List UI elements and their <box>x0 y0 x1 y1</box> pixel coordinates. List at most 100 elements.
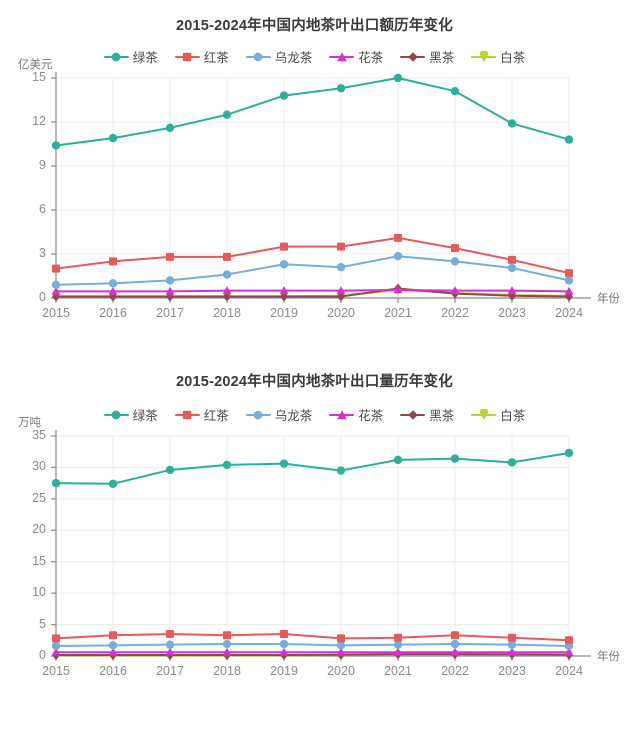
data-point[interactable] <box>165 640 175 649</box>
data-point[interactable] <box>165 286 175 295</box>
data-point[interactable] <box>279 647 289 656</box>
data-point[interactable] <box>337 291 345 302</box>
data-point[interactable] <box>280 242 288 251</box>
data-point[interactable] <box>280 630 288 638</box>
data-point[interactable] <box>564 286 574 295</box>
legend-item-乌龙茶[interactable]: 乌龙茶 <box>245 47 312 66</box>
data-point[interactable] <box>222 270 232 279</box>
data-point[interactable] <box>508 255 516 264</box>
data-point[interactable] <box>336 84 346 93</box>
data-point[interactable] <box>564 647 574 656</box>
data-point[interactable] <box>565 291 573 302</box>
data-point[interactable] <box>165 276 175 285</box>
legend-item-花茶[interactable]: 花茶 <box>329 405 383 424</box>
data-point[interactable] <box>109 631 117 640</box>
legend-item-花茶[interactable]: 花茶 <box>329 47 383 66</box>
data-point[interactable] <box>51 647 61 656</box>
data-point[interactable] <box>51 478 61 488</box>
legend-item-白茶[interactable]: 白茶 <box>471 47 525 66</box>
data-point[interactable] <box>393 285 403 294</box>
data-point[interactable] <box>165 647 175 656</box>
data-point[interactable] <box>109 291 117 302</box>
data-point[interactable] <box>279 639 289 649</box>
legend-item-白茶[interactable]: 白茶 <box>471 405 525 424</box>
data-point[interactable] <box>393 647 403 656</box>
legend-item-绿茶[interactable]: 绿茶 <box>103 47 158 66</box>
data-point[interactable] <box>394 233 402 242</box>
data-point[interactable] <box>108 647 118 656</box>
legend-item-绿茶[interactable]: 绿茶 <box>103 405 158 424</box>
data-point[interactable] <box>108 479 118 488</box>
data-point[interactable] <box>564 135 574 144</box>
data-point[interactable] <box>508 633 516 642</box>
data-point[interactable] <box>222 639 232 649</box>
data-point[interactable] <box>450 639 460 649</box>
data-point[interactable] <box>450 647 460 656</box>
data-point[interactable] <box>393 640 403 649</box>
data-point[interactable] <box>52 634 60 643</box>
data-point[interactable] <box>223 291 231 302</box>
data-point[interactable] <box>393 252 403 261</box>
data-point[interactable] <box>450 454 460 463</box>
data-point[interactable] <box>51 641 61 651</box>
data-point[interactable] <box>222 286 232 295</box>
data-point[interactable] <box>280 291 288 302</box>
legend-item-红茶[interactable]: 红茶 <box>174 405 229 424</box>
data-point[interactable] <box>507 647 517 656</box>
data-point[interactable] <box>279 459 289 468</box>
data-point[interactable] <box>223 631 231 640</box>
data-point[interactable] <box>52 264 60 273</box>
data-point[interactable] <box>51 286 61 295</box>
data-point[interactable] <box>336 263 346 272</box>
data-point[interactable] <box>507 286 517 295</box>
data-point[interactable] <box>393 455 403 465</box>
data-point[interactable] <box>337 242 345 251</box>
data-point[interactable] <box>450 286 460 295</box>
data-point[interactable] <box>222 460 232 470</box>
data-point[interactable] <box>564 276 574 285</box>
data-point[interactable] <box>166 252 174 261</box>
data-point[interactable] <box>279 91 289 100</box>
data-point[interactable] <box>450 257 460 266</box>
data-point[interactable] <box>109 257 117 266</box>
data-point[interactable] <box>166 291 174 302</box>
data-point[interactable] <box>51 280 61 289</box>
legend-item-红茶[interactable]: 红茶 <box>174 47 229 66</box>
data-point[interactable] <box>108 286 118 295</box>
data-point[interactable] <box>52 291 60 302</box>
data-point[interactable] <box>336 647 346 656</box>
data-point[interactable] <box>166 630 174 638</box>
data-point[interactable] <box>108 641 118 650</box>
data-point[interactable] <box>507 640 517 649</box>
data-point[interactable] <box>393 73 403 83</box>
data-point[interactable] <box>564 448 574 458</box>
data-point[interactable] <box>337 634 345 643</box>
data-point[interactable] <box>108 133 118 143</box>
data-point[interactable] <box>279 286 289 295</box>
data-point[interactable] <box>165 123 175 133</box>
chart-legend[interactable]: 绿茶 红茶 乌龙茶 花茶 黑茶 白茶 <box>0 405 629 424</box>
data-point[interactable] <box>451 244 459 253</box>
data-point[interactable] <box>108 279 118 288</box>
data-point[interactable] <box>222 110 232 119</box>
data-point[interactable] <box>279 260 289 269</box>
legend-item-黑茶[interactable]: 黑茶 <box>400 47 454 66</box>
data-point[interactable] <box>507 119 517 128</box>
data-point[interactable] <box>51 141 61 150</box>
legend-item-黑茶[interactable]: 黑茶 <box>400 405 454 424</box>
data-point[interactable] <box>336 286 346 295</box>
data-point[interactable] <box>507 263 517 273</box>
legend-item-乌龙茶[interactable]: 乌龙茶 <box>245 405 312 424</box>
data-point[interactable] <box>450 87 460 96</box>
data-point[interactable] <box>222 647 232 656</box>
data-point[interactable] <box>508 290 516 301</box>
data-point[interactable] <box>165 465 175 475</box>
data-point[interactable] <box>565 636 573 645</box>
data-point[interactable] <box>507 458 517 467</box>
chart-legend[interactable]: 绿茶 红茶 乌龙茶 花茶 黑茶 白茶 <box>0 47 629 66</box>
data-point[interactable] <box>394 633 402 642</box>
data-point[interactable] <box>336 641 346 650</box>
data-point[interactable] <box>336 466 346 475</box>
data-point[interactable] <box>223 252 231 261</box>
data-point[interactable] <box>565 269 573 278</box>
